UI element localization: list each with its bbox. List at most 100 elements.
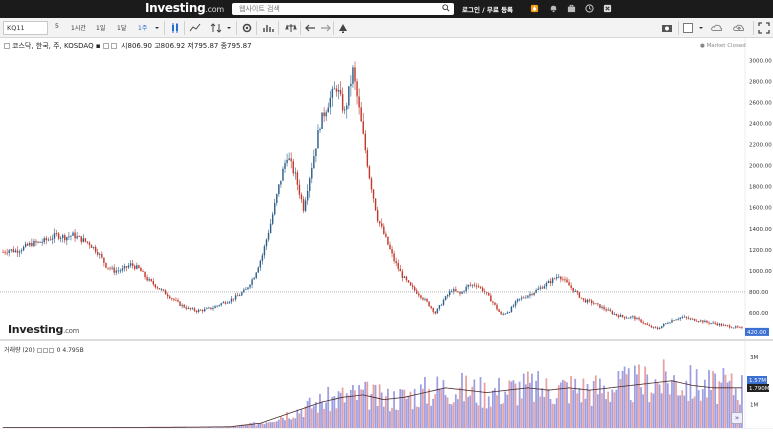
bars-icon[interactable] — [262, 22, 274, 34]
volume-bar — [387, 388, 389, 428]
indicator-line-icon[interactable] — [189, 22, 201, 34]
volume-bar — [308, 397, 311, 428]
volume-bar — [695, 369, 698, 428]
settings-icon[interactable] — [102, 43, 109, 49]
candle-body — [603, 306, 605, 310]
candle-body — [730, 327, 733, 329]
timeframe-5[interactable]: 5 — [55, 23, 59, 30]
volume-bar — [469, 395, 472, 428]
candle-body — [47, 239, 50, 241]
timeframe-1m[interactable]: 1달 — [117, 25, 127, 32]
timeframe-1w[interactable]: 1주 — [138, 25, 148, 32]
candle-body — [537, 288, 539, 290]
candlestick-icon[interactable] — [169, 22, 181, 34]
candle-body — [177, 300, 179, 302]
volume-bar — [531, 373, 533, 428]
volume-moving-average-line — [3, 380, 742, 428]
candle-body — [92, 247, 95, 248]
search-input[interactable]: 웹사이트 검색 — [232, 3, 454, 15]
volume-bar — [290, 419, 293, 428]
chevron-down-icon[interactable] — [695, 22, 707, 34]
candle-body — [55, 233, 58, 234]
candle-body — [609, 309, 611, 312]
candle-body — [508, 312, 511, 314]
color-box-icon[interactable] — [682, 22, 694, 34]
scale-icon[interactable] — [285, 22, 297, 34]
volume-bar — [636, 374, 638, 428]
chevron-down-icon[interactable] — [223, 22, 235, 34]
chevron-down-icon[interactable] — [151, 22, 163, 34]
candle-body — [131, 263, 134, 266]
alert-icon[interactable] — [337, 22, 349, 34]
close-icon[interactable] — [603, 4, 612, 13]
cloud-icon[interactable] — [711, 22, 723, 34]
volume-bar — [232, 426, 235, 428]
timeframe-1d[interactable]: 1일 — [96, 25, 106, 32]
price-chart[interactable]: 3000.00 2800.00 2600.00 2400.00 2200.00 2000.… — [0, 38, 773, 429]
cloud-upload-icon[interactable] — [733, 22, 745, 34]
candle-body — [481, 287, 484, 292]
bell-icon[interactable] — [549, 4, 558, 13]
candle-body — [257, 267, 259, 273]
volume-bar — [644, 366, 647, 428]
vol-settings-icon[interactable] — [36, 348, 42, 353]
camera-icon[interactable] — [661, 22, 673, 34]
candle-body — [395, 261, 397, 264]
compare-icon[interactable] — [210, 22, 222, 34]
search-icon[interactable] — [442, 4, 450, 12]
candle-body — [74, 232, 76, 239]
candle-body — [553, 278, 556, 280]
symbol-input[interactable]: KQ11 — [3, 21, 48, 35]
volume-axis-label: 1M — [750, 402, 758, 408]
candle-body — [286, 159, 288, 164]
candle-body — [656, 327, 659, 330]
candle-body — [267, 232, 270, 240]
candle-body — [10, 249, 12, 251]
candle-body — [426, 298, 428, 302]
volume-bar — [197, 427, 200, 428]
candle-body — [714, 322, 716, 324]
site-logo[interactable]: Investing.com — [145, 1, 224, 15]
volume-bar — [656, 382, 659, 428]
redo-icon[interactable] — [319, 22, 331, 34]
volume-bar — [588, 390, 591, 428]
candle-body — [134, 265, 136, 269]
volume-bar — [337, 391, 340, 428]
volume-bar — [677, 395, 679, 428]
vol-hide-icon[interactable] — [42, 348, 48, 353]
scroll-to-latest-button[interactable]: » — [731, 412, 743, 424]
candle-body — [630, 316, 632, 318]
volume-bar — [625, 374, 628, 428]
flame-icon[interactable] — [530, 4, 539, 13]
volume-bar — [582, 378, 585, 428]
collapse-icon[interactable] — [4, 43, 10, 49]
timeframe-1h[interactable]: 1시간 — [71, 25, 86, 32]
close-legend-icon[interactable] — [110, 43, 117, 49]
volume-bar — [247, 424, 249, 428]
volume-bar — [728, 380, 731, 428]
volume-bar — [391, 407, 393, 428]
volume-bar — [411, 409, 414, 428]
candle-body — [313, 156, 315, 169]
undo-icon[interactable] — [305, 22, 317, 34]
volume-bar — [629, 400, 632, 428]
price-axis-label: 1400.00 — [749, 227, 772, 233]
candle-body — [393, 253, 395, 262]
volume-bar — [376, 406, 379, 428]
volume-bar — [428, 388, 430, 428]
candle-body — [111, 267, 113, 269]
volume-bar — [226, 426, 229, 428]
briefcase-icon[interactable] — [567, 4, 576, 13]
login-register-link[interactable]: 로그인 / 무료 등록 — [462, 6, 514, 14]
candle-body — [724, 324, 727, 326]
gear-icon[interactable] — [241, 22, 253, 34]
candle-body — [496, 304, 498, 310]
clock-icon[interactable] — [585, 4, 594, 13]
fullscreen-icon[interactable] — [758, 22, 770, 34]
volume-bar — [279, 416, 282, 428]
candle-body — [232, 298, 235, 300]
candle-body — [599, 304, 601, 308]
volume-bar — [424, 376, 426, 428]
vol-close-icon[interactable] — [48, 348, 54, 353]
candle-body — [601, 306, 603, 308]
